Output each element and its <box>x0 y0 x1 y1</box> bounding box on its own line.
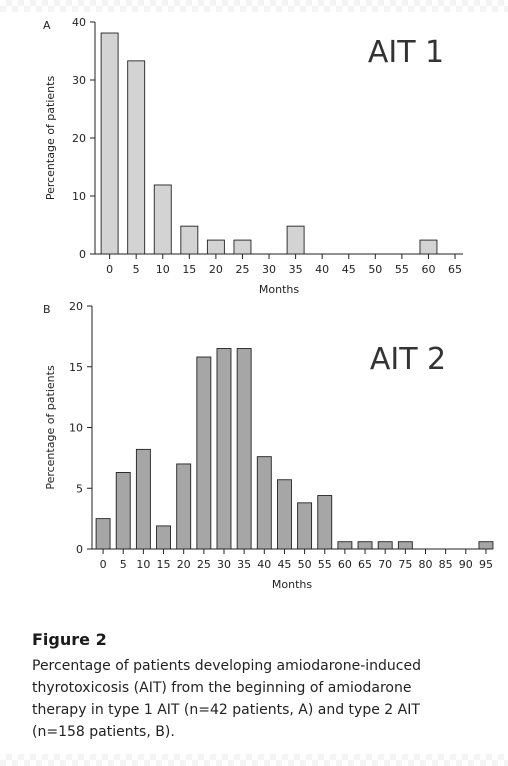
x-tick-label: 30 <box>262 263 276 276</box>
bar <box>236 348 252 550</box>
x-tick-label: 70 <box>378 558 392 571</box>
x-tick-label: 45 <box>277 558 291 571</box>
figure-caption: Figure 2 Percentage of patients developi… <box>32 630 492 743</box>
x-tick-label: 10 <box>136 558 150 571</box>
bar <box>156 525 171 550</box>
x-axis-label: Months <box>272 578 312 591</box>
y-tick-label: 10 <box>69 422 83 435</box>
x-tick-label: 15 <box>157 558 171 571</box>
watermark-strip <box>0 754 508 766</box>
bar <box>180 225 199 255</box>
x-tick-label: 50 <box>368 263 382 276</box>
y-tick-label: 5 <box>76 482 83 495</box>
x-tick-label: 0 <box>106 263 113 276</box>
x-tick-label: 40 <box>257 558 271 571</box>
bar <box>357 541 373 550</box>
x-tick-label: 90 <box>459 558 473 571</box>
bar <box>419 239 438 255</box>
y-tick-label: 15 <box>69 361 83 374</box>
caption-text: Percentage of patients developing amioda… <box>32 655 492 743</box>
x-tick-label: 30 <box>217 558 231 571</box>
y-tick-label: 0 <box>79 248 86 261</box>
x-tick-label: 65 <box>358 558 372 571</box>
x-tick-label: 40 <box>315 263 329 276</box>
x-tick-label: 95 <box>479 558 493 571</box>
y-tick-label: 10 <box>72 190 86 203</box>
bar <box>115 472 131 550</box>
bar <box>256 456 272 550</box>
x-tick-label: 60 <box>421 263 435 276</box>
caption-line: (n=158 patients, B). <box>32 724 175 740</box>
caption-line: Percentage of patients developing amioda… <box>32 658 421 674</box>
x-tick-label: 15 <box>182 263 196 276</box>
bar <box>297 502 313 550</box>
x-tick-label: 25 <box>235 263 249 276</box>
bar <box>286 225 305 255</box>
bar <box>206 239 225 255</box>
x-tick-label: 5 <box>133 263 140 276</box>
x-tick-label: 65 <box>448 263 462 276</box>
chart-title: AIT 2 <box>370 342 446 377</box>
y-tick-label: 0 <box>76 543 83 556</box>
y-tick-label: 40 <box>72 16 86 29</box>
x-tick-label: 20 <box>177 558 191 571</box>
x-tick-label: 85 <box>439 558 453 571</box>
bar <box>377 541 393 550</box>
x-tick-label: 45 <box>342 263 356 276</box>
caption-line: therapy in type 1 AIT (n=42 patients, A)… <box>32 702 420 718</box>
y-axis-label: Percentage of patients <box>44 365 57 490</box>
panel-label: B <box>43 303 51 316</box>
x-tick-label: 75 <box>398 558 412 571</box>
x-tick-label: 80 <box>419 558 433 571</box>
bar <box>216 348 232 550</box>
bar <box>153 184 172 255</box>
x-tick-label: 35 <box>289 263 303 276</box>
y-tick-label: 20 <box>69 300 83 313</box>
x-tick-label: 10 <box>156 263 170 276</box>
x-tick-label: 55 <box>395 263 409 276</box>
x-tick-label: 20 <box>209 263 223 276</box>
bar <box>100 32 119 255</box>
bar <box>176 463 192 550</box>
x-tick-label: 60 <box>338 558 352 571</box>
y-axis-label: Percentage of patients <box>44 76 57 201</box>
bar <box>95 518 111 550</box>
x-tick-label: 55 <box>318 558 332 571</box>
x-tick-label: 5 <box>120 558 127 571</box>
bar <box>233 239 252 255</box>
x-axis-label: Months <box>259 283 299 296</box>
caption-title: Figure 2 <box>32 630 107 649</box>
panel-label: A <box>43 19 51 32</box>
bar <box>317 495 333 550</box>
chart-title: AIT 1 <box>368 35 444 70</box>
bar <box>397 541 413 550</box>
x-tick-label: 50 <box>298 558 312 571</box>
bar <box>337 541 353 550</box>
bar <box>478 541 494 550</box>
bar <box>127 60 146 255</box>
y-tick-label: 30 <box>72 74 86 87</box>
caption-line: thyrotoxicosis (AIT) from the beginning … <box>32 680 412 696</box>
x-tick-label: 25 <box>197 558 211 571</box>
x-tick-label: 0 <box>100 558 107 571</box>
bar <box>135 448 151 550</box>
bar <box>276 479 292 550</box>
watermark-strip <box>0 0 508 12</box>
bar <box>196 356 212 550</box>
y-tick-label: 20 <box>72 132 86 145</box>
x-tick-label: 35 <box>237 558 251 571</box>
